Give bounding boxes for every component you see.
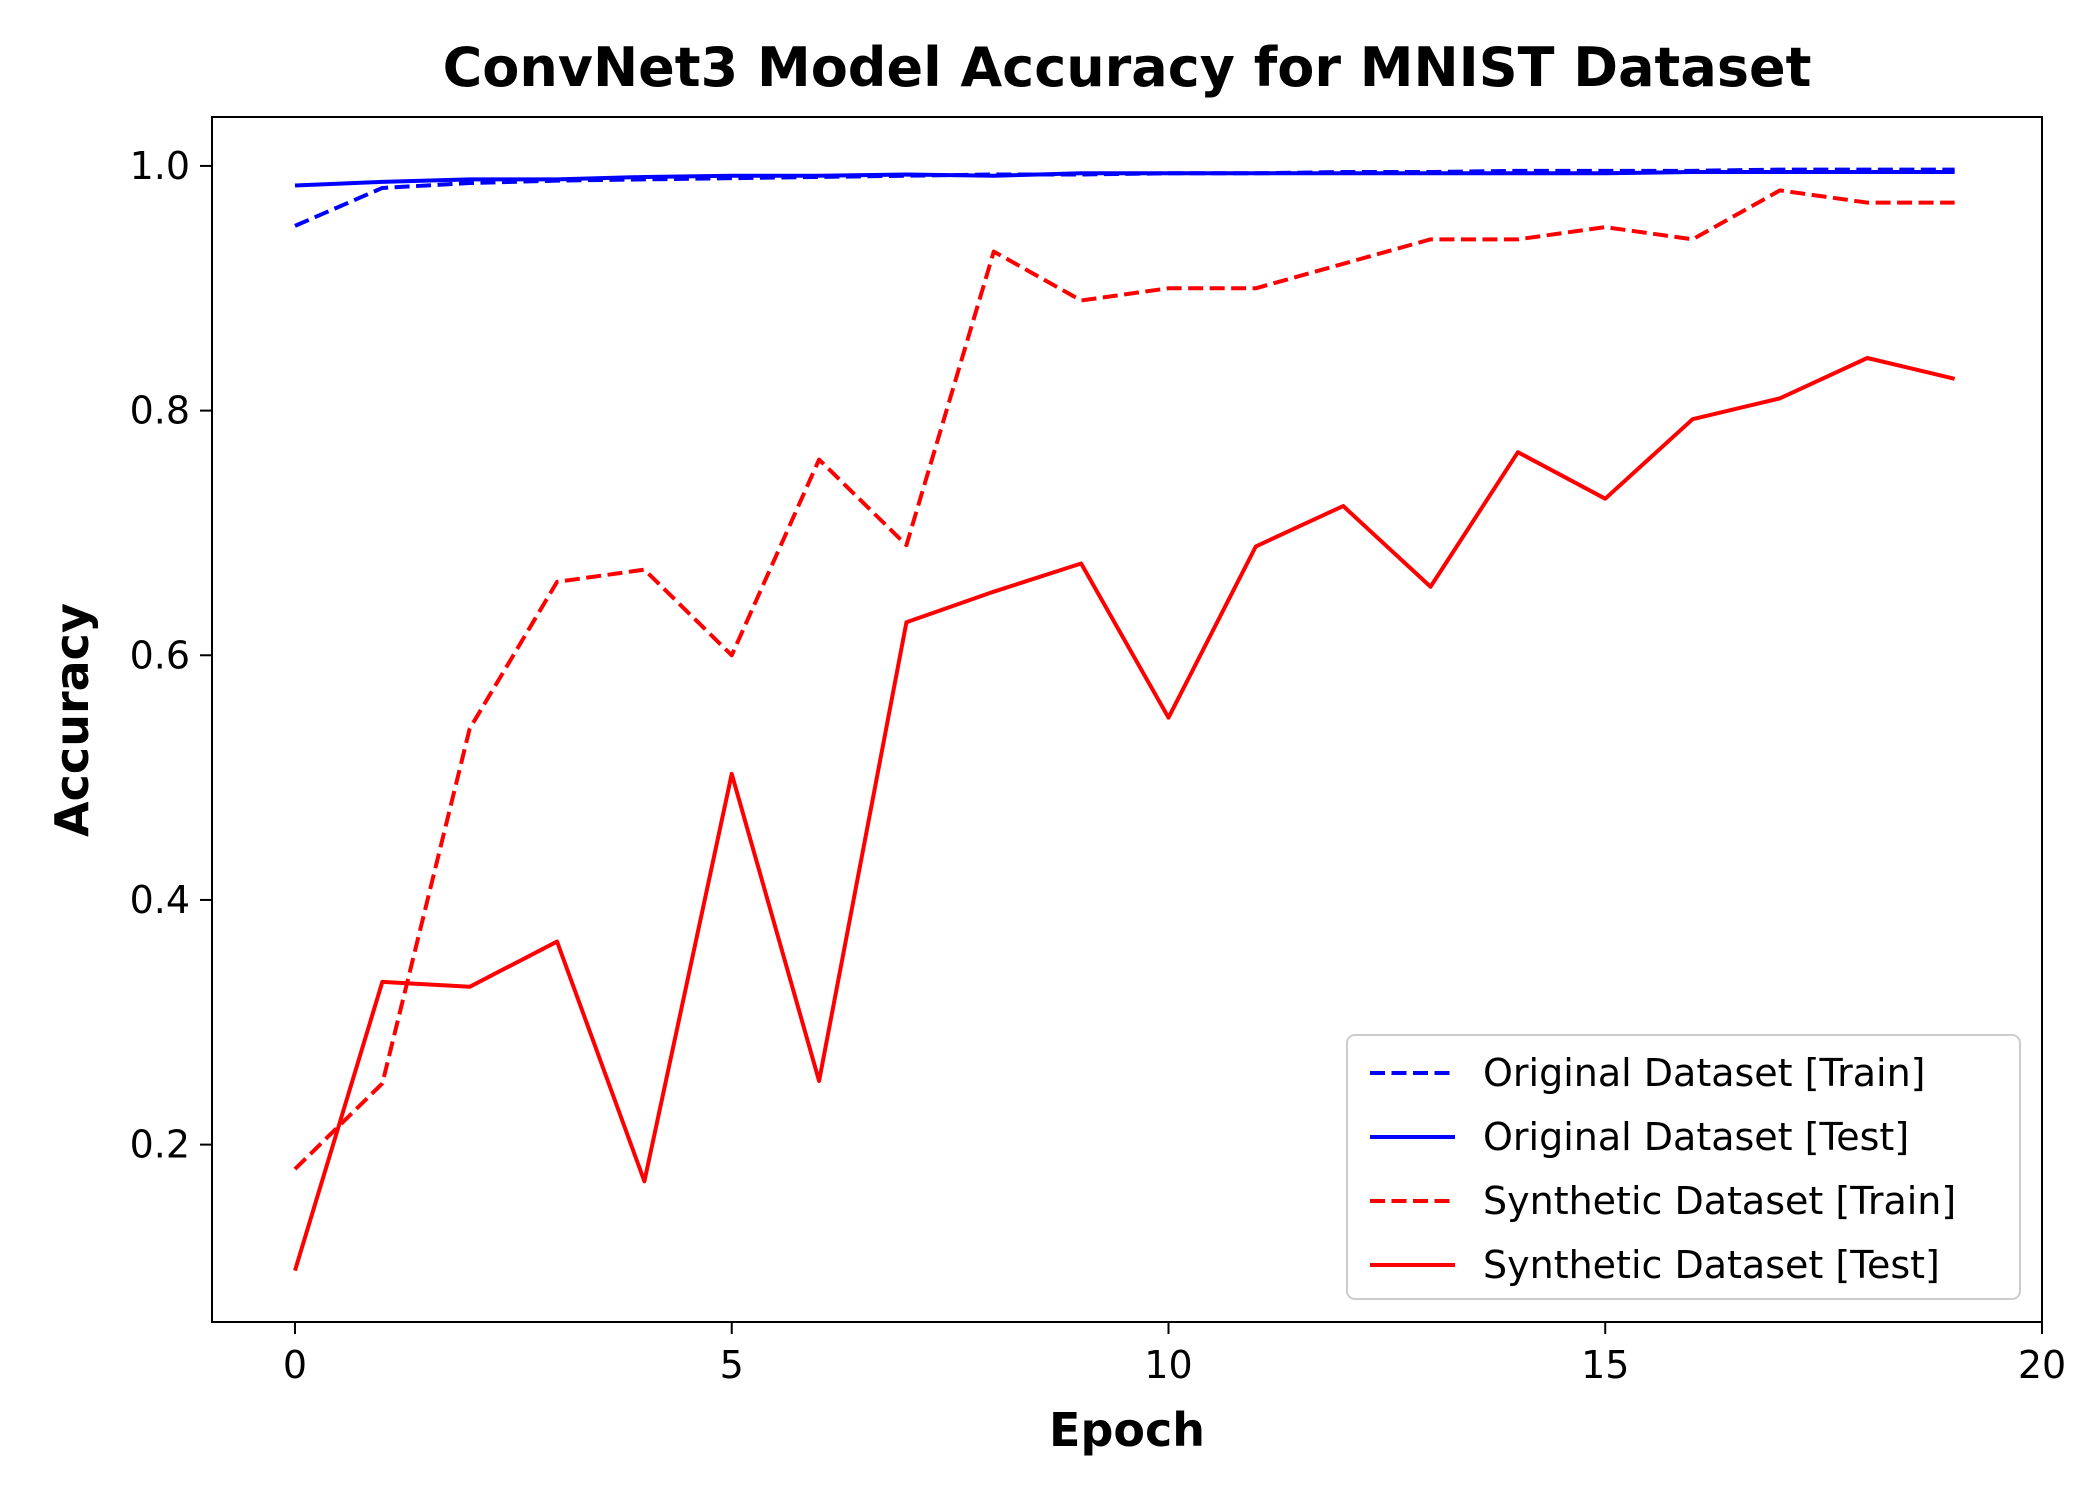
legend: Original Dataset [Train] Original Dataset… (1346, 1034, 2021, 1300)
series-line-original-dataset-test (294, 170, 1955, 188)
y-tick-label: 0.2 (130, 1123, 190, 1167)
x-tick-label: 20 (2018, 1343, 2066, 1387)
legend-box (1346, 1034, 2021, 1300)
x-axis-label: Epoch (1049, 1403, 1205, 1457)
series-layer (293, 167, 1956, 1272)
x-tick-label: 0 (283, 1343, 307, 1387)
x-axis-ticks: 0 5 10 15 20 (283, 1322, 2066, 1387)
legend-label: Original Dataset [Train] (1483, 1051, 1926, 1095)
x-tick-label: 5 (720, 1343, 744, 1387)
y-tick-label: 0.8 (130, 389, 190, 433)
series-line-synthetic-dataset-train (293, 188, 1955, 1171)
chart-title: ConvNet3 Model Accuracy for MNIST Datase… (443, 36, 1812, 99)
legend-label: Original Dataset [Test] (1483, 1115, 1909, 1159)
y-tick-label: 0.4 (130, 878, 190, 922)
series-line-synthetic-dataset-test (293, 356, 1956, 1272)
x-tick-label: 10 (1144, 1343, 1192, 1387)
y-axis-label: Accuracy (45, 603, 99, 837)
plot-area-frame (211, 116, 2043, 1323)
y-axis-ticks: 0.2 0.4 0.6 0.8 1.0 (130, 144, 212, 1167)
legend-label: Synthetic Dataset [Train] (1483, 1179, 1956, 1223)
legend-label: Synthetic Dataset [Test] (1483, 1243, 1940, 1287)
y-tick-label: 0.6 (130, 633, 190, 677)
y-tick-label: 1.0 (130, 144, 190, 188)
x-tick-label: 15 (1581, 1343, 1629, 1387)
